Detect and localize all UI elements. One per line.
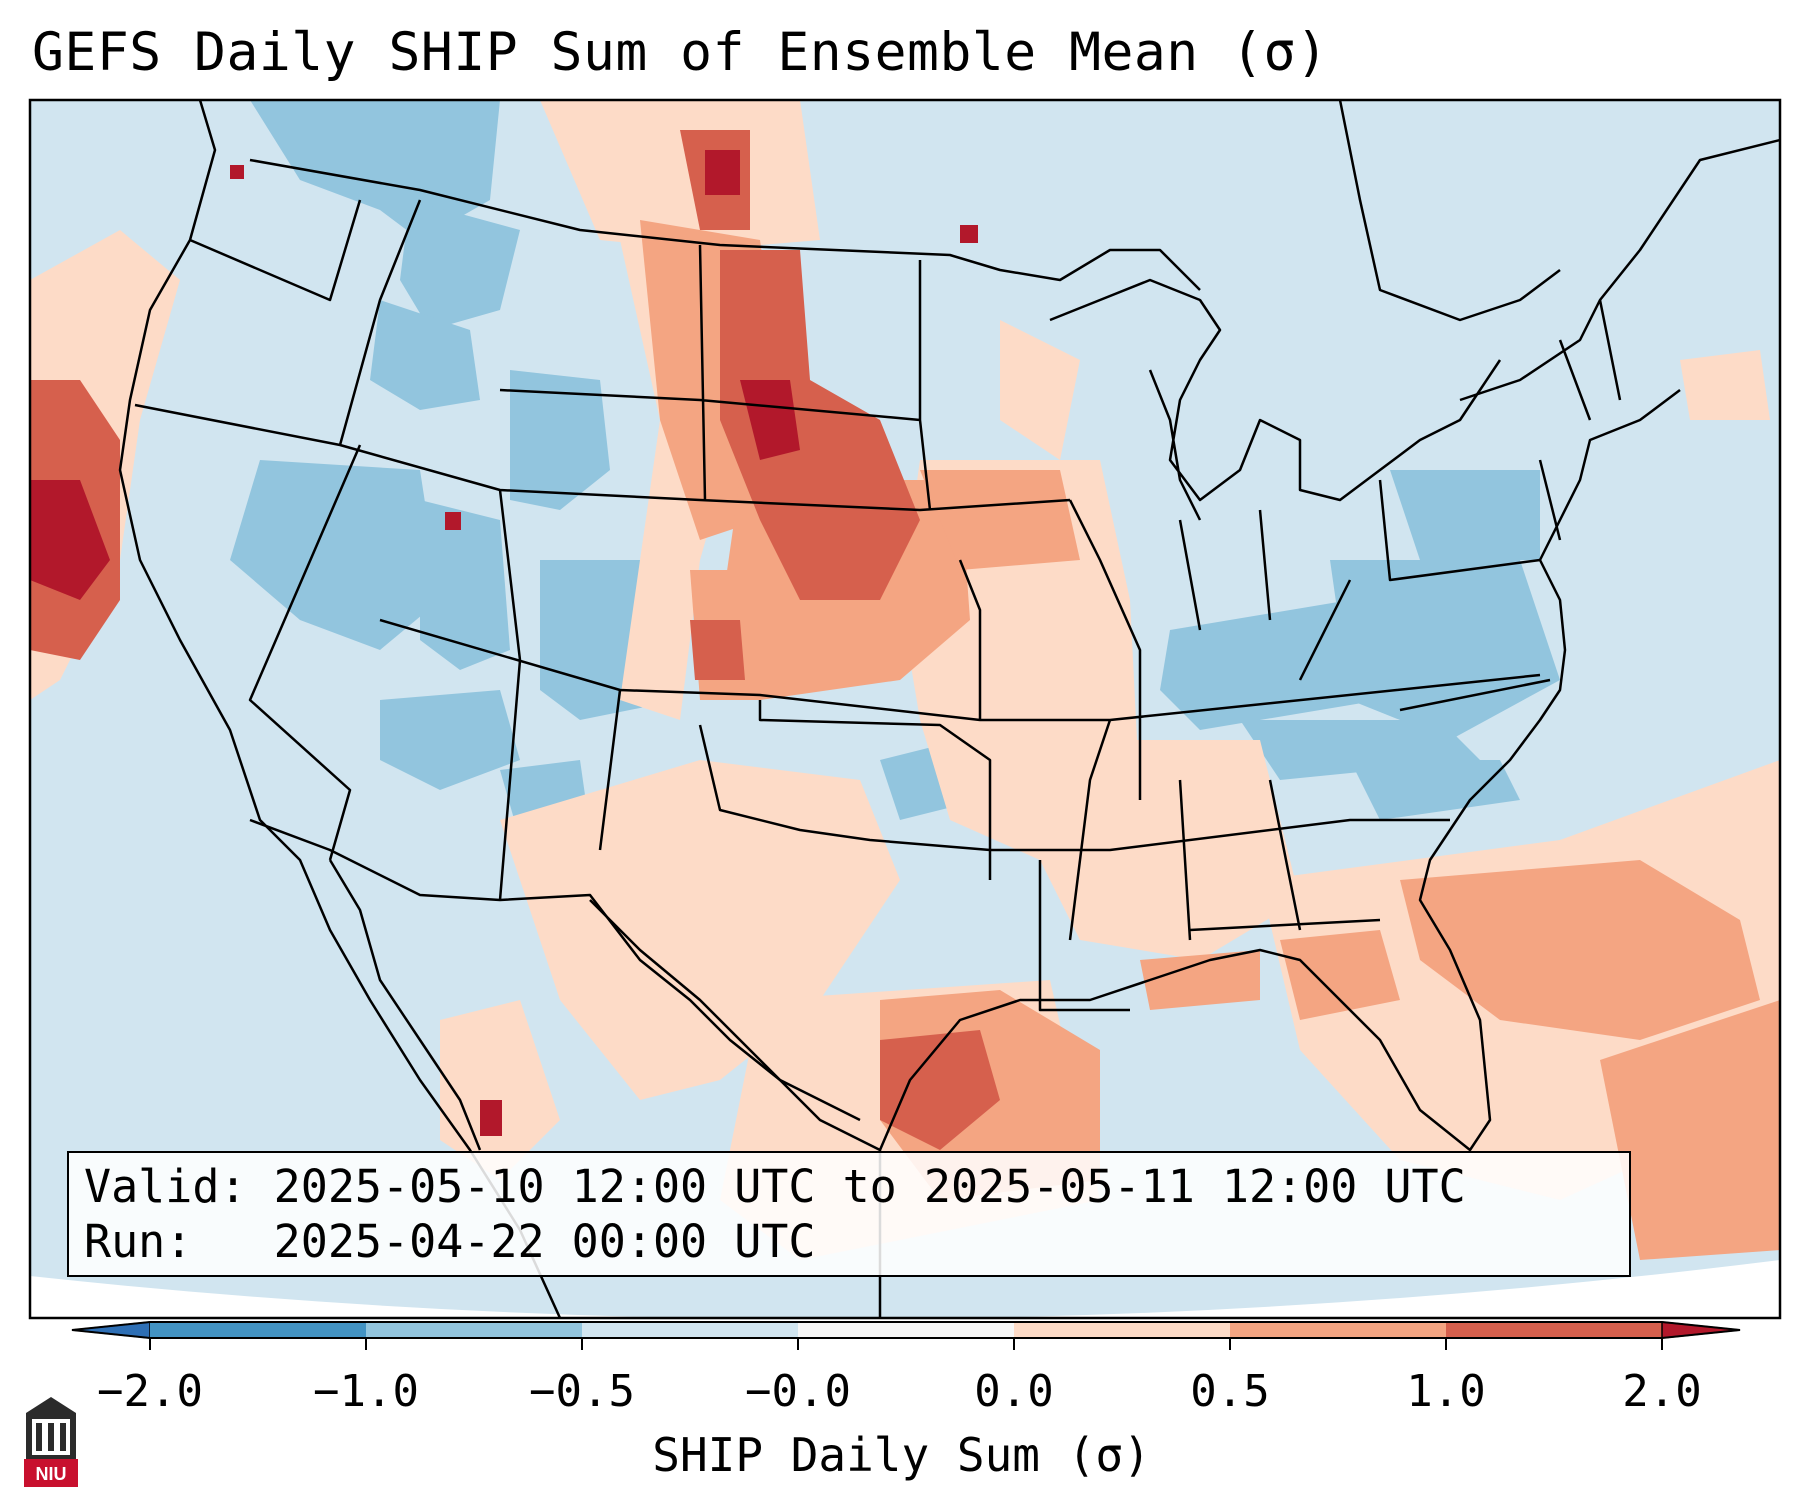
- mexico-border: [249, 818, 861, 1122]
- shade-nevada: [230, 460, 440, 650]
- run-time-text: Run: 2025-04-22 00:00 UTC: [84, 1215, 816, 1268]
- state-lines-east: [1178, 299, 1622, 712]
- colorbar-tick-label: −2.0: [97, 1366, 203, 1417]
- shade-wyoming: [510, 370, 610, 510]
- colorbar-segment-4: [798, 1322, 1014, 1338]
- shade-utah-spot: [445, 512, 461, 530]
- valid-time-box: Valid: 2025-05-10 12:00 UTC to 2025-05-1…: [67, 1151, 1631, 1277]
- map-frame: [28, 98, 1782, 1320]
- shade-wa-spot: [230, 165, 244, 179]
- shade-pennsylvania: [1390, 470, 1540, 560]
- shade-california-core: [30, 480, 110, 600]
- colorbar-over-triangle: [1661, 1321, 1741, 1339]
- west-coast: [118, 100, 562, 1318]
- page-title: GEFS Daily SHIP Sum of Ensemble Mean (σ): [32, 22, 1329, 83]
- shading-layer: [30, 100, 1780, 1318]
- state-lines-central: [248, 444, 1541, 901]
- state-lines-north: [134, 199, 1071, 512]
- colorbar-under-triangle: [71, 1321, 151, 1339]
- above-normal-extreme-areas: [30, 150, 978, 1136]
- colorbar-segment-5: [1014, 1322, 1230, 1338]
- gulf-coast: [589, 389, 1681, 1318]
- colorbar-tick-label: −0.5: [529, 1366, 635, 1417]
- colorbar-segment-1: [150, 1322, 366, 1338]
- colorbar-label: SHIP Daily Sum (σ): [652, 1428, 1151, 1482]
- shade-florida-gulf: [1280, 930, 1400, 1020]
- shade-sd-core: [740, 380, 800, 460]
- state-lines-south: [698, 719, 1450, 1012]
- colorbar-tick-label: 0.0: [974, 1366, 1054, 1417]
- colorbar-segment-7: [1446, 1322, 1662, 1338]
- colorbar-tick-label: 2.0: [1622, 1366, 1702, 1417]
- shade-mexico-spot: [480, 1100, 502, 1136]
- hudson-bay-line: [1338, 100, 1561, 322]
- colorbar-segment-2: [366, 1322, 582, 1338]
- colorbar-tick-label: −1.0: [313, 1366, 419, 1417]
- colorbar-tick-label: 1.0: [1406, 1366, 1486, 1417]
- projection-edge: [30, 1260, 1780, 1318]
- shade-idaho: [400, 200, 520, 330]
- colorbar-tick-label: 0.5: [1190, 1366, 1270, 1417]
- shade-arizona: [380, 690, 520, 790]
- svg-text:NIU: NIU: [36, 1464, 67, 1484]
- shade-sw-idaho: [370, 300, 480, 410]
- shade-minnesota: [1000, 320, 1080, 460]
- shade-atlantic-se: [1400, 860, 1760, 1040]
- valid-time-text: Valid: 2025-05-10 12:00 UTC to 2025-05-1…: [84, 1160, 1466, 1213]
- colorbar-tick-marks: [149, 1338, 1663, 1350]
- shade-caribbean-ne: [1600, 1000, 1780, 1260]
- shade-carolinas: [1350, 760, 1520, 820]
- shade-nd-spot: [960, 225, 978, 243]
- shade-montana-core: [705, 150, 740, 195]
- boundaries-layer: [118, 100, 1780, 1318]
- shade-virginia: [1330, 560, 1560, 740]
- shade-se-co-2: [690, 620, 745, 680]
- great-lakes: [1049, 278, 1502, 521]
- colorbar: [71, 1321, 1741, 1350]
- shade-deep-south: [1040, 740, 1300, 960]
- shade-iowa: [920, 470, 1080, 570]
- shade-central-dakotas: [720, 250, 920, 600]
- shade-utah: [420, 500, 510, 670]
- baja-peninsula: [328, 859, 482, 1151]
- university-building-icon: NIU: [24, 1397, 78, 1487]
- colorbar-segment-6: [1230, 1322, 1446, 1338]
- colorbar-segment-3: [582, 1322, 798, 1338]
- shade-atlantic-ne: [1680, 350, 1770, 420]
- shade-texas-coast: [880, 1030, 1000, 1150]
- shade-nw-interior: [250, 100, 500, 240]
- shade-mexico-west: [440, 1000, 560, 1180]
- shade-gulf-north: [1140, 950, 1260, 1010]
- colorbar-tick-label: −0.0: [745, 1366, 851, 1417]
